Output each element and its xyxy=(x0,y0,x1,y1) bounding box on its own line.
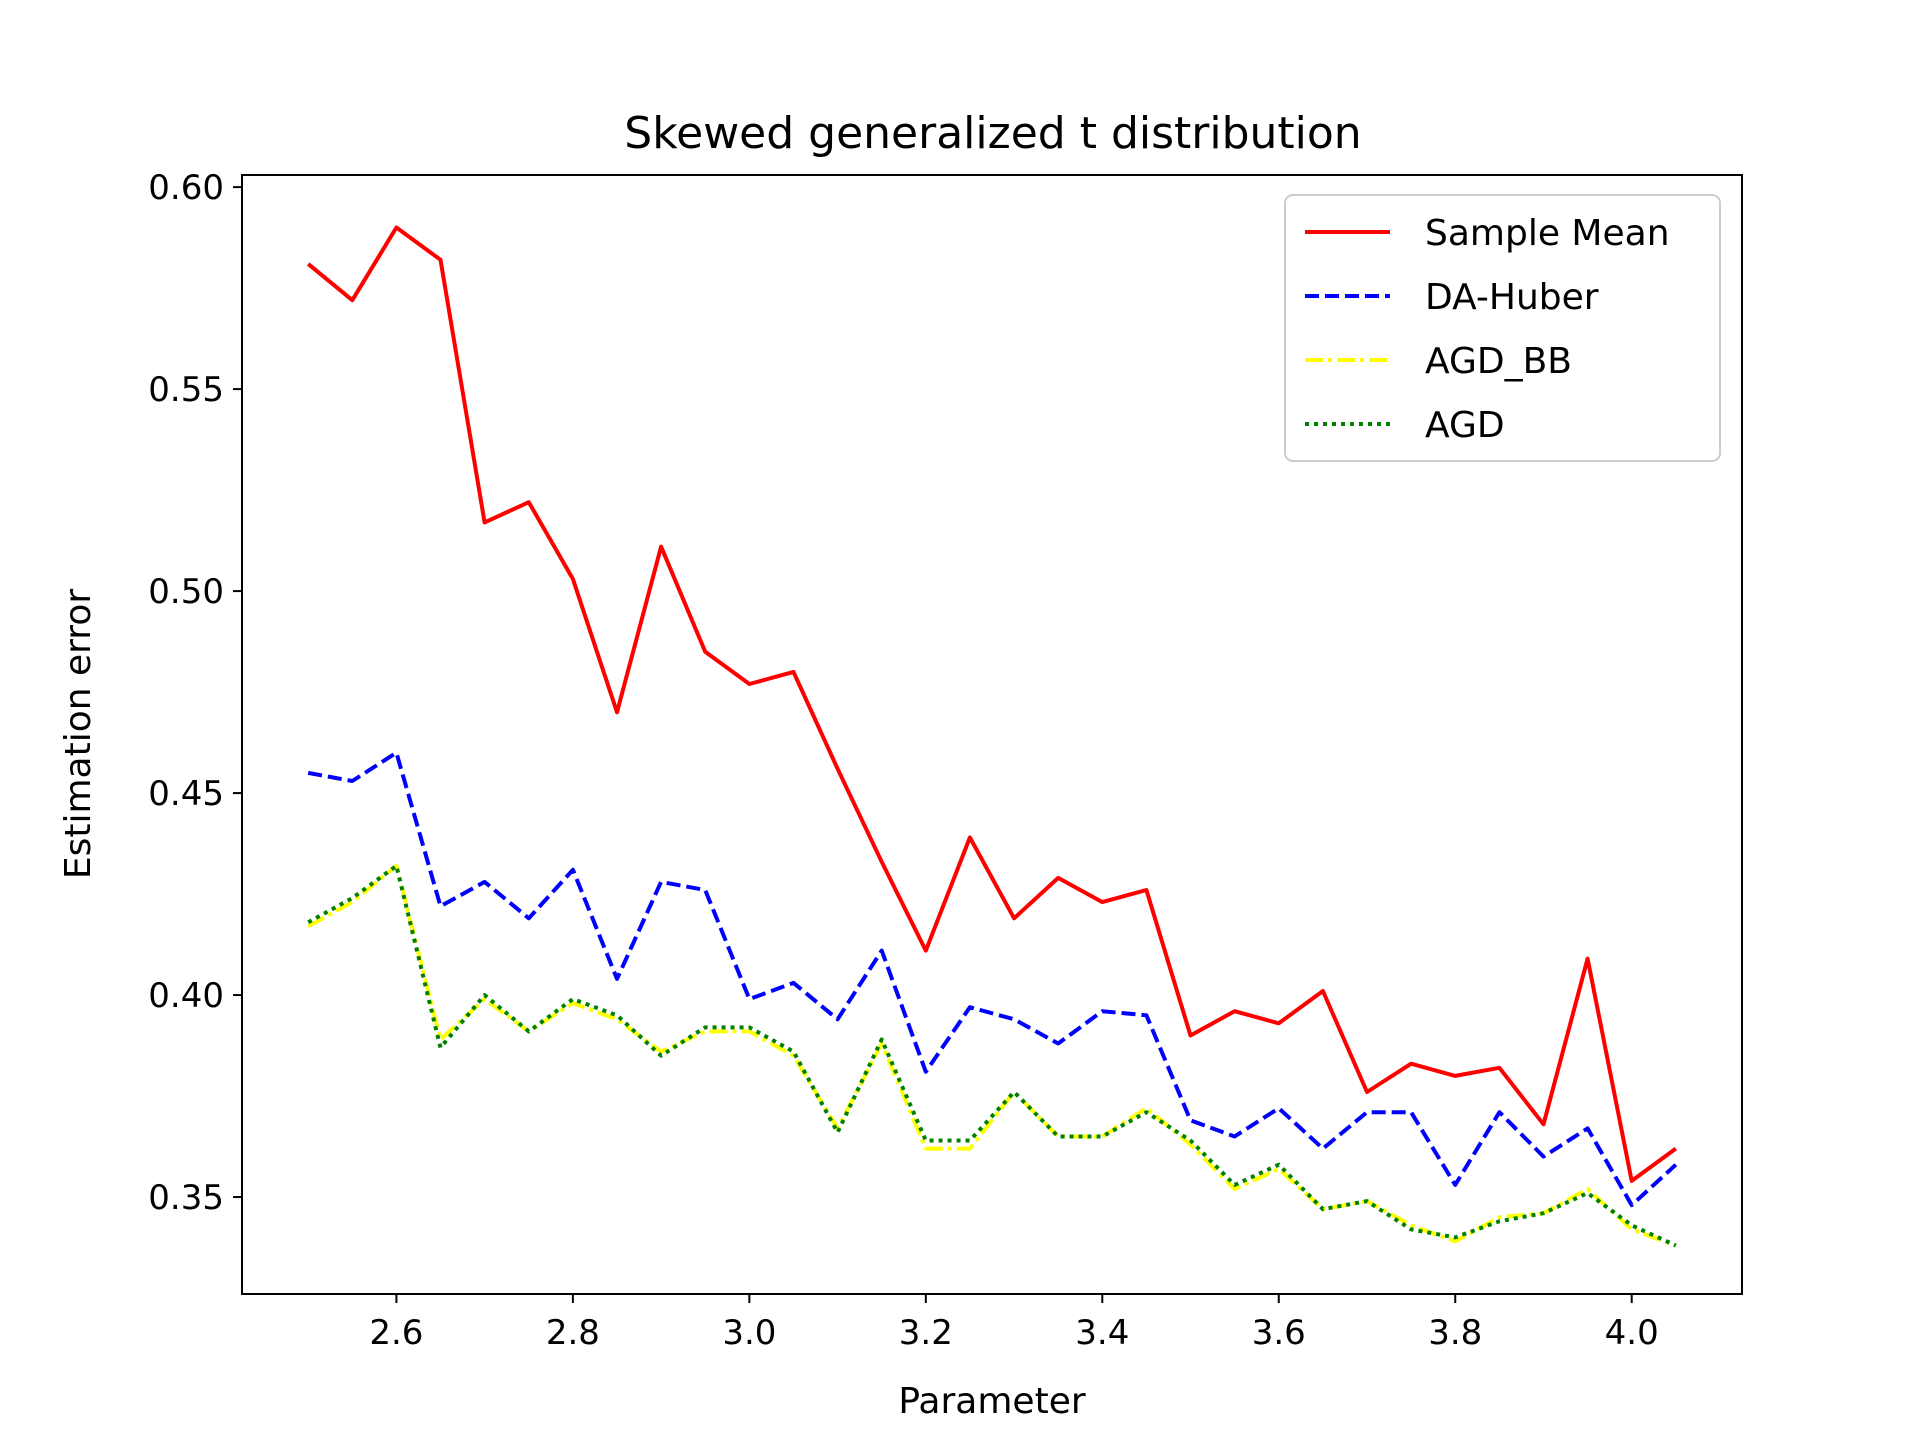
x-axis: 2.6 2.8 3.0 3.2 3.4 3.6 3.8 4.0 xyxy=(369,1294,1659,1353)
legend-label-1: DA-Huber xyxy=(1425,277,1599,318)
series-layer xyxy=(306,225,1678,1248)
y-axis-label: Estimation error xyxy=(58,589,99,880)
legend-box xyxy=(1284,194,1721,462)
y-tick-label: 0.55 xyxy=(148,370,224,410)
x-tick-label: 3.8 xyxy=(1428,1313,1482,1353)
series-line-0 xyxy=(306,225,1677,1183)
series-line-1 xyxy=(307,750,1678,1208)
x-tick-label: 3.0 xyxy=(722,1313,776,1353)
series-line-3 xyxy=(307,863,1677,1248)
plot-frame xyxy=(241,174,1743,1295)
x-tick-label: 2.6 xyxy=(369,1313,423,1353)
legend: Sample Mean DA-Huber AGD_BB AGD xyxy=(1284,194,1721,462)
x-axis-label: Parameter xyxy=(898,1381,1085,1422)
y-tick-label: 0.45 xyxy=(148,774,224,814)
y-tick-label: 0.50 xyxy=(148,572,224,612)
legend-label-3: AGD xyxy=(1425,405,1505,446)
chart-title: Skewed generalized t distribution xyxy=(624,108,1361,159)
x-tick-label: 2.8 xyxy=(546,1313,600,1353)
y-tick-label: 0.60 xyxy=(148,168,224,208)
x-tick-label: 3.6 xyxy=(1252,1313,1306,1353)
x-tick-label: 3.2 xyxy=(899,1313,953,1353)
y-axis: 0.35 0.40 0.45 0.50 0.55 0.60 xyxy=(148,168,242,1218)
y-tick-label: 0.40 xyxy=(148,976,224,1016)
legend-label-2: AGD_BB xyxy=(1425,341,1572,382)
x-tick-label: 3.4 xyxy=(1075,1313,1129,1353)
legend-label-0: Sample Mean xyxy=(1425,213,1670,254)
y-tick-label: 0.35 xyxy=(148,1178,224,1218)
x-tick-label: 4.0 xyxy=(1605,1313,1659,1353)
